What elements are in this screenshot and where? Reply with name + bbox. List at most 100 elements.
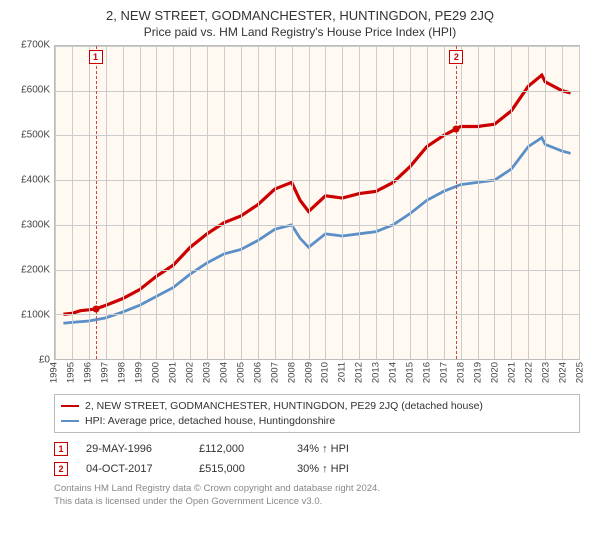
gridline-vertical [545,46,546,359]
event-row: 2 04-OCT-2017 £515,000 30% ↑ HPI [54,459,580,479]
gridline-vertical [393,46,394,359]
legend-swatch [61,405,79,407]
gridline-vertical [106,46,107,359]
x-axis-label: 2004 [218,362,229,383]
gridline-vertical [292,46,293,359]
x-axis-label: 1997 [99,362,110,383]
event-price: £112,000 [199,443,279,455]
x-axis-label: 2006 [252,362,263,383]
gridline-horizontal [55,135,579,136]
x-axis-label: 2018 [456,362,467,383]
event-date: 04-OCT-2017 [86,463,181,475]
x-axis-label: 2008 [286,362,297,383]
y-axis-label: £400K [21,175,50,186]
marker-badge: 2 [449,50,463,64]
x-axis-label: 2017 [439,362,450,383]
chart-titles: 2, NEW STREET, GODMANCHESTER, HUNTINGDON… [12,8,588,39]
gridline-vertical [207,46,208,359]
gridline-horizontal [55,46,579,47]
legend-item: 2, NEW STREET, GODMANCHESTER, HUNTINGDON… [61,399,573,414]
y-axis-label: £500K [21,130,50,141]
gridline-vertical [528,46,529,359]
event-delta: 34% ↑ HPI [297,443,349,455]
marker-vertical-line [456,46,457,359]
gridline-horizontal [55,270,579,271]
x-axis-label: 2021 [507,362,518,383]
gridline-vertical [258,46,259,359]
x-axis-label: 2011 [337,362,348,382]
gridline-vertical [156,46,157,359]
x-axis-label: 2003 [201,362,212,383]
gridline-vertical [511,46,512,359]
x-axis-label: 2009 [303,362,314,383]
footnote: Contains HM Land Registry data © Crown c… [54,483,580,508]
gridline-vertical [140,46,141,359]
x-axis-label: 2005 [235,362,246,383]
x-axis-label: 2014 [388,362,399,383]
event-marker-icon: 2 [54,462,68,476]
gridline-vertical [72,46,73,359]
chart-title: 2, NEW STREET, GODMANCHESTER, HUNTINGDON… [12,8,588,23]
x-axis-label: 2024 [558,362,569,383]
gridline-vertical [444,46,445,359]
event-date: 29-MAY-1996 [86,443,181,455]
legend-item: HPI: Average price, detached house, Hunt… [61,414,573,429]
x-axis-label: 2012 [354,362,365,383]
event-delta: 30% ↑ HPI [297,463,349,475]
gridline-horizontal [55,180,579,181]
x-axis-label: 1999 [133,362,144,383]
footnote-line: Contains HM Land Registry data © Crown c… [54,483,580,495]
gridline-vertical [241,46,242,359]
x-axis-label: 2001 [167,362,178,383]
gridline-vertical [325,46,326,359]
marker-dot [92,305,99,312]
x-axis-label: 1996 [82,362,93,383]
gridline-horizontal [55,314,579,315]
gridline-vertical [494,46,495,359]
event-price: £515,000 [199,463,279,475]
event-row: 1 29-MAY-1996 £112,000 34% ↑ HPI [54,439,580,459]
x-axis-label: 2015 [405,362,416,383]
gridline-vertical [478,46,479,359]
x-axis-label: 2022 [524,362,535,383]
x-axis-label: 2002 [184,362,195,383]
x-axis-label: 2020 [490,362,501,383]
marker-badge: 1 [89,50,103,64]
gridline-vertical [410,46,411,359]
legend-label: 2, NEW STREET, GODMANCHESTER, HUNTINGDON… [85,399,483,414]
gridline-vertical [427,46,428,359]
gridline-horizontal [55,91,579,92]
x-axis-label: 1994 [49,362,60,383]
y-axis-label: £600K [21,85,50,96]
chart-container: 2, NEW STREET, GODMANCHESTER, HUNTINGDON… [0,0,600,560]
plot-background: 12 [54,45,580,360]
plot-area: 12 £0£100K£200K£300K£400K£500K£600K£700K… [54,45,580,360]
y-axis-label: £200K [21,265,50,276]
event-marker-icon: 1 [54,442,68,456]
gridline-vertical [173,46,174,359]
gridline-vertical [579,46,580,359]
gridline-vertical [359,46,360,359]
x-axis-label: 2025 [575,362,586,383]
x-axis-label: 2019 [473,362,484,383]
footnote-line: This data is licensed under the Open Gov… [54,496,580,508]
gridline-vertical [55,46,56,359]
y-axis-label: £700K [21,40,50,51]
y-axis-label: £300K [21,220,50,231]
marker-dot [453,125,460,132]
gridline-vertical [309,46,310,359]
legend-swatch [61,420,79,422]
y-axis-label: £100K [21,310,50,321]
x-axis-label: 2010 [320,362,331,383]
x-axis-label: 1998 [116,362,127,383]
gridline-vertical [224,46,225,359]
gridline-vertical [89,46,90,359]
x-axis-label: 2016 [422,362,433,383]
line-series-svg [55,46,579,359]
x-axis-label: 1995 [65,362,76,383]
gridline-vertical [461,46,462,359]
legend-label: HPI: Average price, detached house, Hunt… [85,414,335,429]
gridline-vertical [190,46,191,359]
x-axis-label: 2000 [150,362,161,383]
gridline-vertical [342,46,343,359]
